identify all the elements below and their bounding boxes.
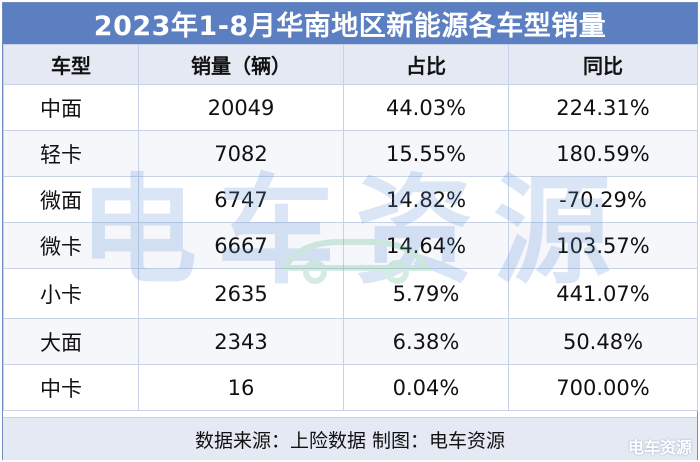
cell-type: 小卡	[3, 268, 139, 319]
cell-type: 微卡	[3, 222, 139, 269]
cell-type: 中面	[3, 84, 139, 131]
cell-sales: 6667	[138, 222, 344, 269]
column-header-type: 车型	[3, 44, 139, 85]
table-row: 中面 20049 44.03% 224.31%	[3, 84, 698, 131]
cell-yoy: 441.07%	[508, 268, 698, 319]
cell-type: 大面	[3, 318, 139, 365]
table-row: 小卡 2635 5.79% 441.07%	[3, 268, 698, 319]
data-source-footer: 数据来源：上险数据 制图：电车资源	[3, 417, 697, 460]
table-row: 轻卡 7082 15.55% 180.59%	[3, 130, 698, 177]
cell-sales: 6747	[138, 176, 344, 223]
corner-watermark: 电车资源	[627, 438, 692, 457]
cell-yoy: 103.57%	[508, 222, 698, 269]
cell-share: 44.03%	[343, 84, 509, 131]
table-row: 微卡 6667 14.64% 103.57%	[3, 222, 698, 269]
cell-type: 中卡	[3, 364, 139, 411]
cell-sales: 20049	[138, 84, 344, 131]
cell-sales: 2343	[138, 318, 344, 365]
cell-share: 6.38%	[343, 318, 509, 365]
cell-yoy: 224.31%	[508, 84, 698, 131]
table-row: 大面 2343 6.38% 50.48%	[3, 318, 698, 365]
cell-share: 15.55%	[343, 130, 509, 177]
cell-yoy: -70.29%	[508, 176, 698, 223]
cell-type: 微面	[3, 176, 139, 223]
sales-table: 车型 销量（辆） 占比 同比 中面 20049 44.03% 224.31% 轻…	[3, 44, 698, 411]
table-header-row: 车型 销量（辆） 占比 同比	[3, 44, 698, 85]
cell-yoy: 180.59%	[508, 130, 698, 177]
table-row: 微面 6747 14.82% -70.29%	[3, 176, 698, 223]
cell-yoy: 700.00%	[508, 364, 698, 411]
cell-yoy: 50.48%	[508, 318, 698, 365]
column-header-sales: 销量（辆）	[138, 44, 344, 85]
column-header-yoy: 同比	[508, 44, 698, 85]
table-row: 中卡 16 0.04% 700.00%	[3, 364, 698, 411]
cell-type: 轻卡	[3, 130, 139, 177]
cell-share: 5.79%	[343, 268, 509, 319]
cell-share: 14.64%	[343, 222, 509, 269]
cell-share: 0.04%	[343, 364, 509, 411]
cell-sales: 16	[138, 364, 344, 411]
cell-sales: 7082	[138, 130, 344, 177]
cell-share: 14.82%	[343, 176, 509, 223]
table-title: 2023年1-8月华南地区新能源各车型销量	[3, 3, 697, 44]
cell-sales: 2635	[138, 268, 344, 319]
column-header-share: 占比	[343, 44, 509, 85]
